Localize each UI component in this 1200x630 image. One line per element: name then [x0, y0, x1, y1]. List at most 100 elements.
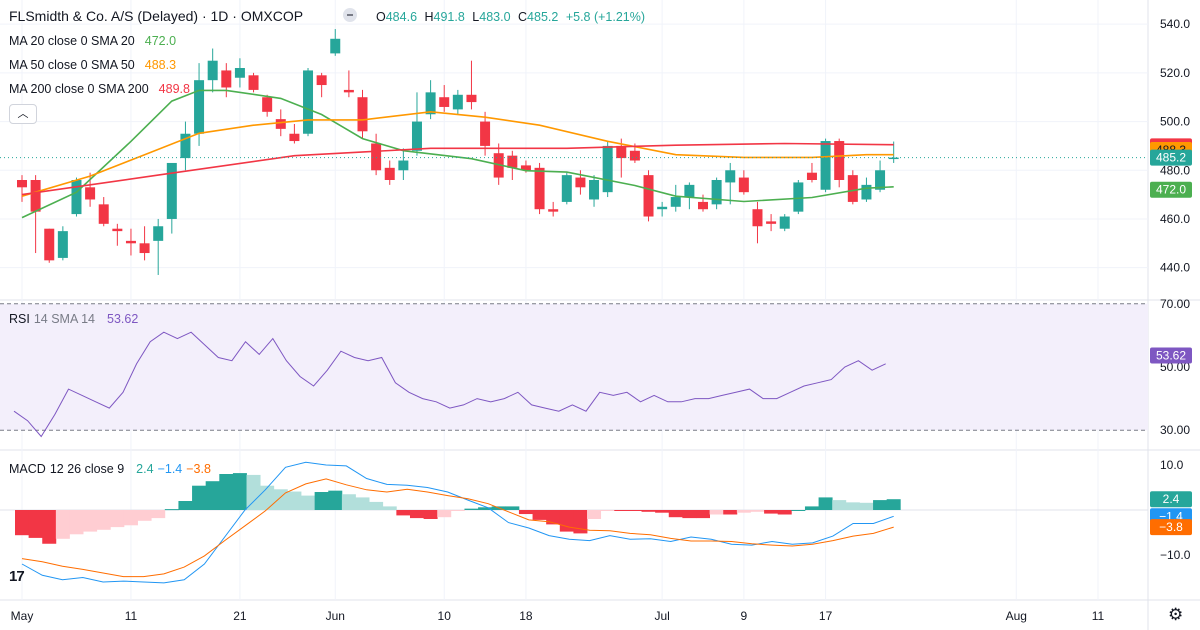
time-axis-label: May — [11, 609, 34, 623]
macd-histogram-bar — [450, 510, 465, 511]
gear-icon[interactable]: ⚙ — [1168, 605, 1184, 624]
candle-body — [316, 75, 327, 86]
candle-body — [71, 180, 82, 215]
candle-body — [480, 121, 491, 146]
ohlc-open-value: 484.6 — [385, 10, 418, 24]
candle-body — [875, 170, 886, 190]
rsi-value-badge: 53.62 — [1156, 349, 1186, 363]
ohlc-close-key: C — [518, 10, 528, 24]
hide-icon[interactable] — [343, 8, 357, 22]
macd-histogram-bar — [28, 510, 43, 538]
candle-body — [602, 145, 613, 193]
candle-body — [289, 133, 300, 142]
macd-histogram-bar — [777, 510, 792, 515]
ma-line — [21, 110, 894, 197]
macd-histogram-bar — [600, 510, 615, 511]
candle-body — [698, 201, 708, 210]
ma-line — [21, 142, 894, 196]
macd-histogram-bar — [873, 500, 888, 510]
candle-body — [248, 75, 259, 90]
candle-body — [439, 97, 450, 107]
macd-histogram-bar — [42, 510, 57, 544]
macd-hist-badge: 2.4 — [1163, 492, 1180, 506]
candle-body — [384, 167, 395, 180]
indicator-legend-ma50[interactable]: MA 50 close 0 SMA 50 488.3 — [9, 57, 180, 73]
time-axis-label: 10 — [438, 609, 452, 623]
candle-body — [98, 204, 109, 224]
ma20-label: MA 20 close 0 SMA 20 — [9, 34, 135, 48]
candle-body — [466, 94, 477, 103]
candle-body — [888, 157, 899, 160]
candle-body — [752, 209, 763, 227]
candle-body — [153, 226, 164, 241]
price-tick-label: 500.0 — [1160, 115, 1190, 129]
candle-body — [57, 231, 68, 258]
macd-histogram-bar — [83, 510, 98, 532]
candle-body — [330, 38, 341, 54]
indicator-legend-ma200[interactable]: MA 200 close 0 SMA 200 489.8 — [9, 81, 194, 97]
collapse-legend-button[interactable]: ︿ — [9, 104, 37, 124]
macd-histogram-bar — [219, 474, 234, 510]
candle-body — [657, 206, 668, 210]
macd-histogram-bar — [559, 510, 574, 532]
symbol-title[interactable]: FLSmidth & Co. A/S (Delayed) · 1D · OMXC… — [9, 8, 304, 24]
macd-histogram-bar — [382, 506, 397, 510]
macd-histogram-bar — [205, 481, 220, 510]
macd-histogram-bar — [818, 497, 833, 510]
price-tick-label: 460.0 — [1160, 212, 1190, 226]
macd-histogram-bar — [137, 510, 152, 521]
macd-histogram-bar — [164, 509, 179, 511]
candle-body — [670, 197, 681, 207]
macd-histogram-bar — [151, 510, 166, 519]
rsi-legend[interactable]: RSI 14 SMA 14 53.62 — [9, 311, 142, 327]
time-axis-label: Aug — [1006, 609, 1027, 623]
candle-body — [507, 155, 518, 168]
candle-body — [303, 70, 314, 134]
macd-legend[interactable]: MACD 12 26 close 9 2.4 −1.4 −3.8 — [9, 461, 215, 477]
candle-body — [357, 97, 368, 132]
macd-histogram-bar — [314, 492, 329, 510]
macd-signal-line — [21, 478, 894, 578]
candle-body — [548, 209, 559, 212]
macd-histogram-bar — [464, 508, 479, 510]
macd-histogram-bar — [832, 500, 847, 510]
macd-histogram-bar — [178, 501, 193, 510]
macd-histogram-bar — [723, 510, 738, 515]
macd-histogram-bar — [301, 495, 316, 510]
indicator-legend-ma20[interactable]: MA 20 close 0 SMA 20 472.0 — [9, 33, 180, 49]
candle-body — [166, 162, 177, 219]
macd-name: MACD — [9, 462, 46, 476]
macd-histogram-bar — [655, 510, 670, 513]
macd-histogram-bar — [96, 510, 111, 530]
candle-body — [575, 177, 586, 188]
ohlc-low-key: L — [472, 10, 480, 24]
macd-signal-value: −3.8 — [186, 462, 211, 476]
rsi-params: 14 SMA 14 — [33, 312, 95, 326]
macd-hist-badge-badge — [1150, 491, 1192, 508]
candle-body — [793, 182, 804, 212]
candle-body — [738, 177, 749, 193]
ohlc-readout: O484.6 H491.8 L483.0 C485.2 +5.8 (+1.21%… — [376, 9, 649, 25]
macd-histogram-bar — [668, 510, 683, 518]
candle-body — [452, 94, 463, 110]
macd-histogram-bar — [845, 502, 860, 510]
candle-body — [861, 184, 872, 200]
tradingview-logo-icon[interactable]: 17 — [9, 568, 25, 585]
candle-body — [234, 68, 245, 78]
macd-histogram-bar — [15, 510, 29, 536]
candle-body — [44, 228, 55, 261]
ohlc-high-value: 491.8 — [433, 10, 465, 24]
ohlc-open-key: O — [376, 10, 386, 24]
candle-body — [125, 240, 136, 244]
macd-histogram-bar — [750, 510, 765, 512]
time-axis-label: 11 — [1092, 609, 1105, 623]
macd-histogram-bar — [627, 510, 642, 511]
candle-body — [180, 133, 191, 159]
ohlc-close-value: 485.2 — [527, 10, 559, 24]
macd-histogram-bar — [682, 510, 697, 519]
macd-params: 12 26 close 9 — [49, 462, 125, 476]
time-axis-label: Jul — [654, 609, 669, 623]
macd-histogram-bar — [614, 510, 629, 511]
macd-histogram-bar — [123, 510, 138, 526]
